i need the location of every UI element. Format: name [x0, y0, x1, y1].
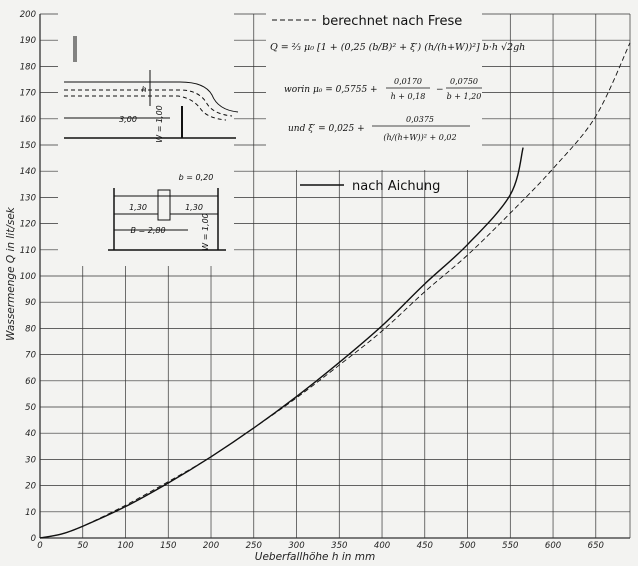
dim-B: B = 2,80	[130, 226, 165, 235]
y-tick-label: 10	[25, 508, 36, 518]
dim-130-right: 1,30	[185, 203, 203, 212]
series-line-measured	[39, 147, 524, 539]
dim-130-left: 1,30	[129, 203, 147, 212]
dim-h: h	[141, 85, 146, 94]
x-tick-label: 100	[117, 541, 133, 551]
formula-mu-t1-num: 0,0170	[394, 77, 422, 86]
y-tick-label: 70	[25, 351, 36, 361]
y-tick-label: 180	[20, 62, 36, 72]
y-tick-label: 190	[20, 36, 36, 46]
series-layer	[39, 42, 631, 539]
formula-mu-minus: −	[436, 85, 444, 95]
dim-b: b = 0,20	[179, 173, 214, 182]
y-tick-label: 150	[20, 141, 36, 151]
weir-front-sketch	[108, 188, 226, 251]
x-tick-label: 200	[203, 541, 219, 551]
y-tick-label: 0	[31, 534, 36, 544]
legend: berechnet nach Frese nach Aichung	[272, 14, 462, 194]
x-tick-label: 250	[246, 541, 262, 551]
legend-label-calc: berechnet nach Frese	[322, 14, 462, 29]
y-tick-label: 160	[20, 115, 36, 125]
y-tick-label: 200	[20, 10, 36, 20]
x-tick-label: 0	[37, 541, 42, 551]
series-line-calc	[39, 42, 631, 539]
dim-300: 3,00	[119, 115, 137, 124]
y-tick-label: 110	[20, 246, 36, 256]
y-axis-label: Wassermenge Q in lit/sek	[5, 206, 17, 341]
y-tick-label: 170	[20, 89, 36, 99]
y-tick-label: 30	[25, 455, 36, 465]
y-tick-label: 80	[25, 324, 36, 334]
x-tick-label: 600	[545, 541, 561, 551]
x-tick-label: 50	[77, 541, 88, 551]
formula-main: Q = ⅔ μ₀ [1 + (0,25 (b/B)² + ξ′) (h/(h+W…	[270, 42, 525, 53]
formula-mu-prefix: worin μ₀ = 0,5755 +	[284, 85, 378, 95]
x-tick-label: 350	[331, 541, 347, 551]
dim-w-side: W = 1,00	[155, 105, 164, 143]
y-tick-label: 60	[25, 377, 36, 387]
y-tick-label: 120	[20, 220, 36, 230]
y-tick-label: 130	[20, 193, 36, 203]
y-tick-label: 90	[25, 298, 36, 308]
dim-w-front: W = 1,00	[201, 213, 210, 251]
formula-xi-num: 0,0375	[406, 115, 434, 124]
x-axis-label: Ueberfallhöhe h in mm	[255, 551, 375, 563]
weir-side-sketch	[64, 36, 239, 139]
x-tick-label: 400	[374, 541, 390, 551]
x-tick-label: 450	[417, 541, 433, 551]
x-tick-label: 300	[288, 541, 304, 551]
y-tick-label: 100	[20, 272, 36, 282]
formula-mu-t2-den: b + 1,20	[447, 92, 482, 101]
legend-label-measured: nach Aichung	[352, 179, 440, 194]
x-tick-label: 500	[459, 541, 475, 551]
x-tick-label: 550	[502, 541, 518, 551]
y-tick-label: 50	[25, 403, 36, 413]
formula-xi-den: (h/(h+W))² + 0,02	[383, 133, 456, 142]
x-tick-label: 650	[588, 541, 604, 551]
x-tick-label: 150	[160, 541, 176, 551]
formula-xi-prefix: und ξ′ = 0,025 +	[288, 124, 365, 134]
formula-mu-t1-den: h + 0,18	[391, 92, 426, 101]
formula-block: Q = ⅔ μ₀ [1 + (0,25 (b/B)² + ξ′) (h/(h+W…	[270, 42, 525, 142]
formula-mu-t2-num: 0,0750	[450, 77, 478, 86]
formula-box	[266, 10, 482, 170]
y-tick-label: 140	[20, 167, 36, 177]
tick-labels: 0 50 100 150 200 250 300 350 400 450 500 550 600 6500…	[20, 10, 604, 551]
y-tick-label: 20	[25, 482, 36, 492]
y-tick-label: 40	[25, 429, 36, 439]
